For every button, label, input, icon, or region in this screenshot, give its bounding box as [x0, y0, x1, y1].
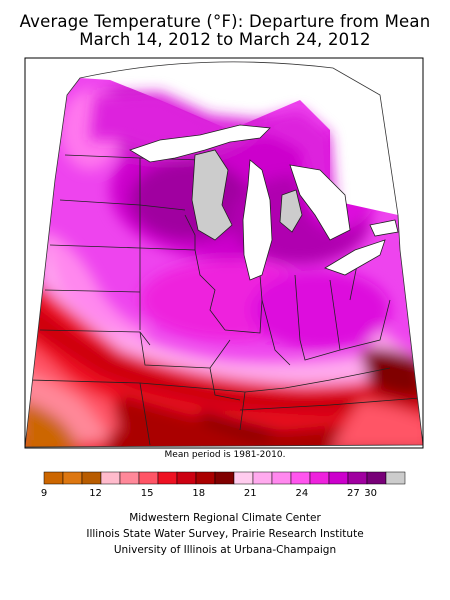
lake-erie: [324, 239, 386, 276]
legend-swatch: [81, 471, 102, 485]
no-data-lower-michigan: [279, 189, 303, 233]
color-legend: [43, 471, 406, 485]
legend-tick: 9: [40, 488, 48, 499]
legend-swatch: [233, 471, 254, 485]
lake-huron: [289, 164, 351, 241]
map-title-line2: March 14, 2012 to March 24, 2012: [79, 30, 371, 49]
legend-swatch: [176, 471, 197, 485]
mean-period-note: Mean period is 1981-2010.: [164, 450, 286, 460]
legend-tick: 18: [192, 488, 206, 499]
legend-swatch: [271, 471, 292, 485]
legend-tick: 27: [347, 488, 360, 499]
legend-swatch: [309, 471, 330, 485]
legend-swatch: [290, 471, 311, 485]
legend-tick: 21: [243, 488, 257, 499]
lake-ontario: [369, 219, 399, 237]
map-border: [24, 57, 424, 449]
no-data-upper-michigan: [191, 149, 233, 241]
map-title-line1: Average Temperature (°F): Departure from…: [19, 12, 431, 31]
credit-line: Illinois State Water Survey, Prairie Res…: [86, 528, 364, 540]
legend-swatch: [157, 471, 178, 485]
state-boundaries: [29, 154, 421, 446]
map-frame: [24, 61, 424, 448]
legend-swatch: [43, 471, 64, 485]
legend-swatch: [366, 471, 387, 485]
legend-swatch: [252, 471, 273, 485]
legend-swatch: [100, 471, 121, 485]
legend-tick: 12: [89, 488, 102, 499]
canada-area: [80, 61, 398, 216]
great-lakes: [129, 124, 399, 281]
legend-swatch: [195, 471, 216, 485]
legend-tick: 15: [140, 488, 154, 499]
legend-swatch: [347, 471, 368, 485]
legend-swatch: [385, 471, 406, 485]
legend-swatch: [328, 471, 349, 485]
credit-line: University of Illinois at Urbana-Champai…: [113, 544, 337, 556]
legend-swatch: [138, 471, 159, 485]
legend-swatch: [214, 471, 235, 485]
lake-michigan: [242, 159, 273, 281]
lake-superior: [129, 124, 271, 163]
legend-tick: 30: [364, 488, 377, 499]
legend-swatch: [119, 471, 140, 485]
legend-tick: 24: [295, 488, 309, 499]
legend-swatch: [62, 471, 83, 485]
credit-line: Midwestern Regional Climate Center: [129, 512, 321, 524]
